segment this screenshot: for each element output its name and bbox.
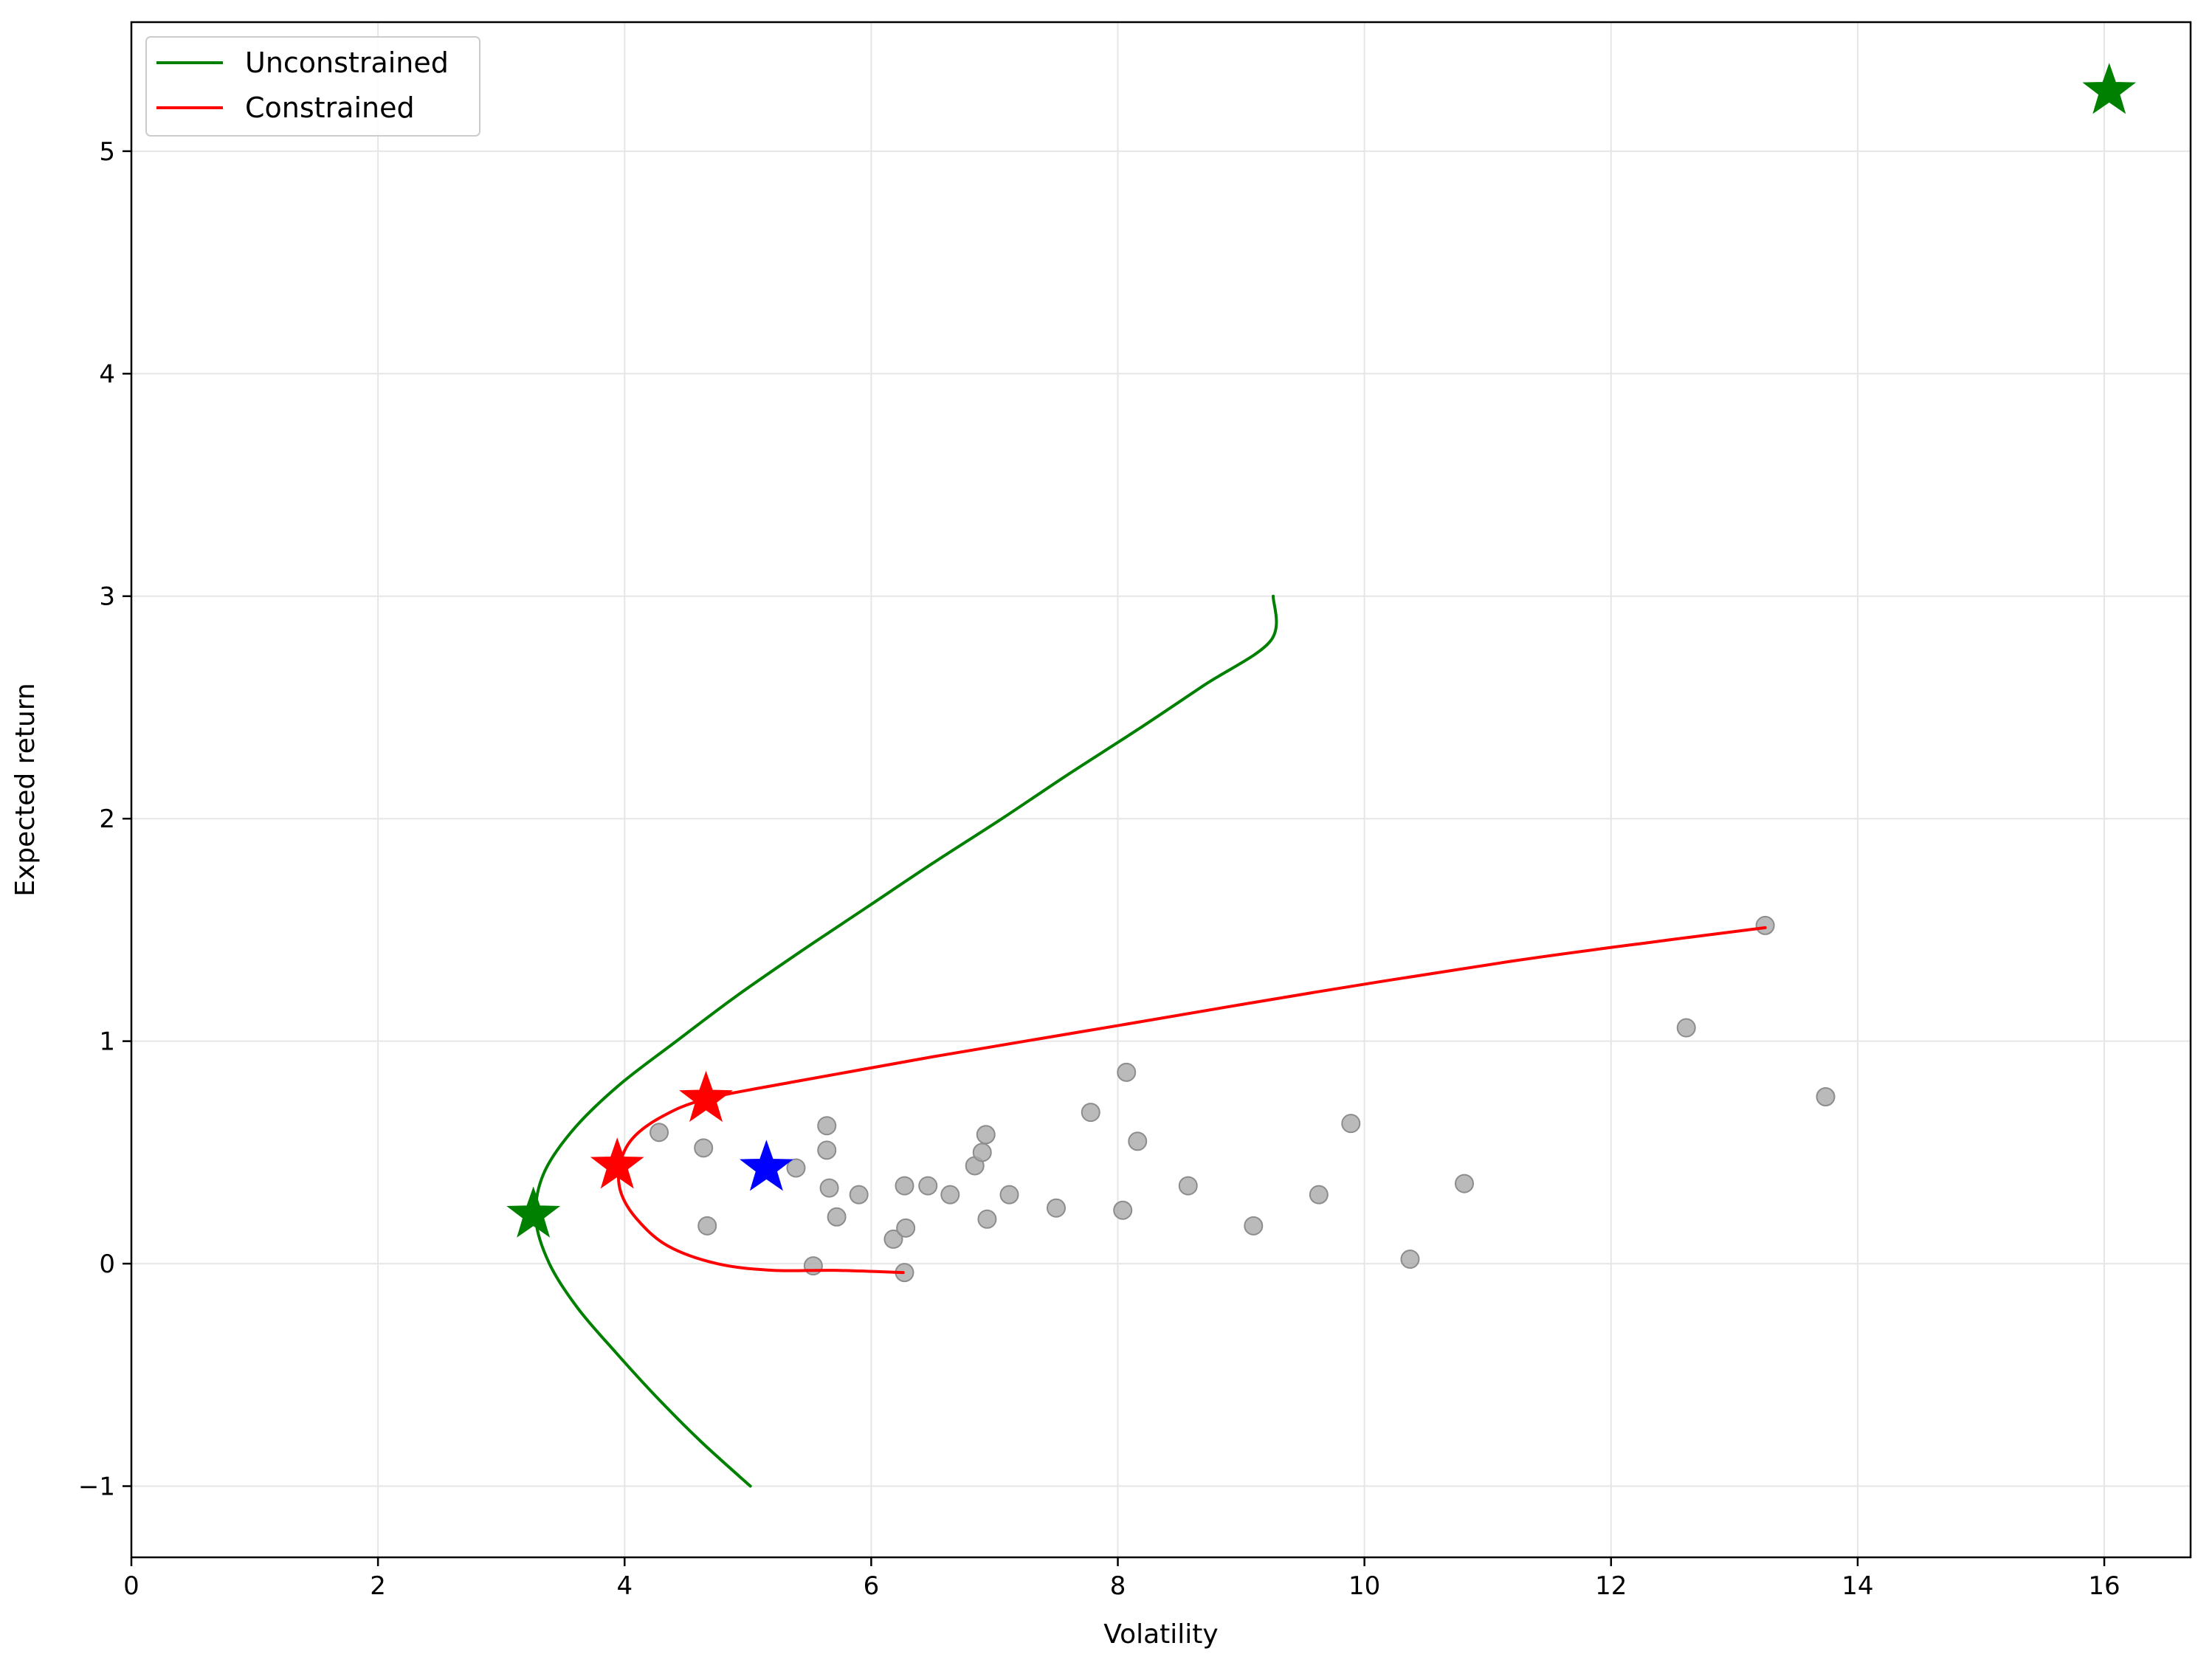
asset-point bbox=[1178, 1176, 1198, 1196]
y-tick-label: 0 bbox=[99, 1250, 115, 1279]
grid bbox=[131, 22, 2191, 1557]
legend-label-unconstrained: Unconstrained bbox=[245, 46, 449, 79]
x-tick-label: 6 bbox=[864, 1571, 880, 1601]
asset-point bbox=[1400, 1250, 1420, 1269]
y-axis-label: Expected return bbox=[10, 683, 41, 896]
asset-point bbox=[697, 1216, 717, 1236]
asset-point bbox=[976, 1125, 996, 1145]
asset-point bbox=[1454, 1174, 1474, 1193]
asset-point bbox=[1046, 1198, 1066, 1218]
x-tick-label: 12 bbox=[1595, 1571, 1627, 1601]
legend-box bbox=[145, 36, 480, 137]
y-tick-label: 3 bbox=[99, 582, 115, 612]
asset-point bbox=[1816, 1087, 1836, 1106]
constrained-frontier-line bbox=[616, 926, 1767, 1275]
asset-point bbox=[819, 1178, 839, 1198]
asset-point bbox=[694, 1138, 714, 1158]
portfolio-star-marker bbox=[2082, 63, 2137, 114]
frontier-lines bbox=[534, 594, 1767, 1488]
portfolio-star-marker bbox=[590, 1137, 644, 1189]
plot-area-frame bbox=[130, 21, 2192, 1559]
asset-point bbox=[817, 1140, 837, 1160]
asset-point bbox=[1113, 1200, 1133, 1220]
asset-point bbox=[1755, 915, 1775, 935]
asset-point bbox=[918, 1176, 938, 1196]
asset-point bbox=[1676, 1018, 1696, 1038]
asset-point bbox=[1341, 1114, 1361, 1134]
legend: Unconstrained Constrained bbox=[145, 36, 480, 137]
asset-point bbox=[650, 1123, 669, 1143]
legend-label-constrained: Constrained bbox=[245, 92, 415, 124]
portfolio-star-marker bbox=[739, 1140, 793, 1191]
x-tick-label: 14 bbox=[1841, 1571, 1873, 1601]
x-tick-label: 16 bbox=[2088, 1571, 2120, 1601]
asset-point bbox=[999, 1185, 1019, 1205]
portfolio-stars bbox=[506, 63, 2137, 1238]
asset-point bbox=[1309, 1185, 1329, 1205]
asset-point bbox=[827, 1207, 847, 1227]
asset-point bbox=[896, 1218, 916, 1238]
x-tick-label: 2 bbox=[370, 1571, 386, 1601]
asset-point bbox=[1081, 1103, 1100, 1123]
x-tick-label: 8 bbox=[1110, 1571, 1126, 1601]
asset-point bbox=[883, 1229, 903, 1249]
portfolio-star-marker bbox=[506, 1186, 561, 1238]
y-tick-label: 5 bbox=[99, 137, 115, 167]
y-tick-label: 4 bbox=[99, 359, 115, 389]
asset-point bbox=[786, 1158, 806, 1178]
x-tick-label: 4 bbox=[616, 1571, 633, 1601]
x-tick-label: 0 bbox=[123, 1571, 139, 1601]
asset-point bbox=[817, 1116, 837, 1136]
asset-point bbox=[1128, 1131, 1148, 1151]
y-tick-label: 1 bbox=[99, 1027, 115, 1057]
portfolio-star-marker bbox=[679, 1070, 733, 1122]
asset-point bbox=[895, 1176, 914, 1196]
asset-point bbox=[977, 1209, 997, 1229]
y-tick-label: −1 bbox=[78, 1472, 115, 1502]
asset-point bbox=[803, 1256, 823, 1276]
asset-point bbox=[849, 1185, 869, 1205]
asset-point bbox=[940, 1185, 960, 1205]
unconstrained-frontier-line bbox=[534, 594, 1278, 1488]
x-axis-label: Volatility bbox=[1103, 1619, 1218, 1650]
x-tick-label: 10 bbox=[1348, 1571, 1380, 1601]
asset-point bbox=[1117, 1062, 1137, 1082]
asset-points bbox=[650, 915, 1836, 1283]
y-tick-label: 2 bbox=[99, 805, 115, 834]
asset-point bbox=[1244, 1216, 1264, 1236]
asset-point bbox=[972, 1143, 992, 1162]
